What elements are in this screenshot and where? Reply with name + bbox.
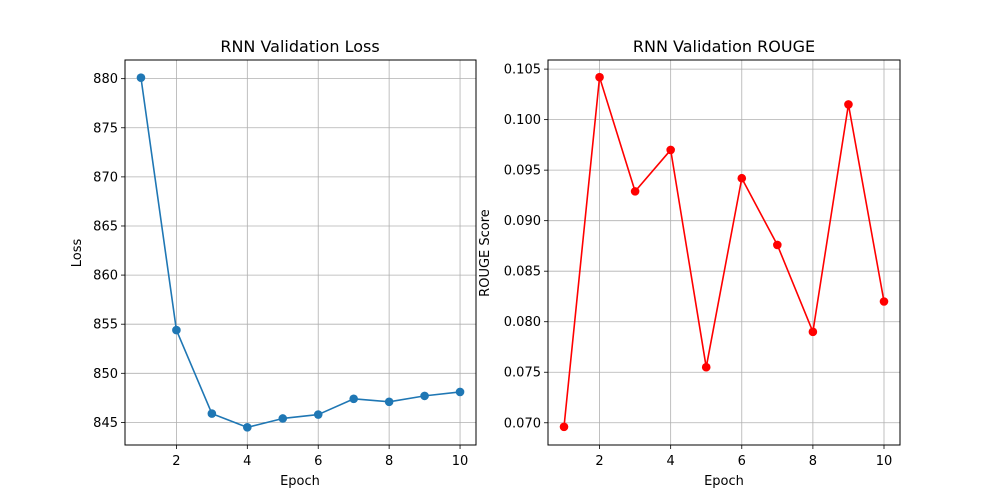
rouge-x-tick-label: 2 — [595, 454, 603, 469]
loss-chart: 2 4 6 8 10 845 850 855 860 865 870 875 880 RNN Vali… — [70, 37, 477, 489]
rouge-data-point — [773, 240, 782, 250]
rouge-data-point — [666, 145, 675, 155]
rouge-x-tick-label: 10 — [876, 454, 893, 469]
loss-y-tick-label: 855 — [93, 318, 118, 333]
rouge-y-tick-label: 0.105 — [504, 63, 541, 78]
loss-series-line — [140, 77, 461, 429]
rouge-line-layer — [559, 72, 889, 432]
rouge-y-ticks: 0.070 0.075 0.080 0.085 0.090 0.095 0.100 0.105 — [504, 63, 548, 431]
loss-y-axis-label: Loss — [70, 239, 85, 268]
loss-x-axis-label: Epoch — [280, 474, 320, 489]
loss-data-point — [313, 410, 323, 419]
loss-x-tick-label: 4 — [243, 454, 251, 469]
loss-data-point — [243, 423, 252, 432]
rouge-x-tick-label: 4 — [667, 454, 675, 469]
rouge-y-axis-label: ROUGE Score — [478, 209, 493, 297]
loss-data-point — [349, 394, 358, 404]
loss-y-ticks: 845 850 855 860 865 870 875 880 — [93, 72, 125, 431]
rouge-y-tick-label: 0.085 — [504, 265, 541, 280]
loss-chart-title: RNN Validation Loss — [220, 37, 379, 56]
rouge-x-tick-label: 8 — [809, 454, 817, 469]
loss-y-tick-label: 880 — [93, 72, 118, 87]
loss-y-tick-label: 850 — [93, 367, 118, 382]
rouge-y-tick-label: 0.095 — [504, 164, 541, 179]
loss-axes-frame — [124, 59, 477, 446]
rouge-chart: 2 4 6 8 10 0.070 0.075 0.080 0.085 0.090 0.095 0.1… — [478, 37, 901, 489]
rouge-y-tick-label: 0.090 — [504, 214, 541, 229]
rouge-y-tick-label: 0.075 — [504, 366, 541, 381]
rouge-chart-title: RNN Validation ROUGE — [633, 37, 815, 56]
loss-y-tick-label: 860 — [93, 269, 118, 284]
loss-data-point — [278, 414, 288, 423]
rouge-x-ticks: 2 4 6 8 10 — [595, 445, 892, 469]
loss-y-tick-label: 865 — [93, 219, 118, 234]
rouge-data-point — [844, 100, 853, 109]
rouge-grid — [548, 60, 900, 445]
loss-x-tick-label: 8 — [385, 454, 393, 469]
rouge-axes-frame — [547, 59, 901, 446]
rouge-data-point — [630, 187, 640, 196]
loss-y-tick-label: 845 — [93, 416, 118, 431]
loss-data-point — [384, 397, 394, 407]
loss-y-tick-label: 870 — [93, 170, 118, 185]
rouge-data-point — [595, 72, 604, 82]
rouge-y-tick-label: 0.080 — [504, 315, 541, 330]
rouge-data-point — [701, 362, 711, 372]
loss-data-point — [172, 325, 181, 335]
loss-data-point — [136, 73, 146, 82]
loss-x-tick-label: 6 — [314, 454, 322, 469]
rouge-x-axis-label: Epoch — [704, 474, 744, 489]
rouge-x-tick-label: 6 — [738, 454, 746, 469]
rouge-y-tick-label: 0.100 — [504, 113, 541, 128]
loss-x-tick-label: 2 — [172, 454, 180, 469]
loss-data-point — [455, 387, 465, 397]
loss-data-point — [420, 391, 429, 401]
loss-x-tick-label: 10 — [452, 454, 469, 469]
rouge-data-point — [737, 173, 747, 183]
loss-line-layer — [136, 73, 465, 432]
rouge-data-point — [808, 327, 818, 337]
loss-data-point — [207, 409, 217, 418]
rouge-data-point — [559, 422, 569, 432]
loss-x-ticks: 2 4 6 8 10 — [172, 445, 468, 469]
loss-grid — [125, 60, 476, 445]
rouge-data-point — [879, 297, 889, 306]
loss-y-tick-label: 875 — [93, 121, 118, 136]
rouge-series-line — [563, 76, 885, 427]
rouge-y-tick-label: 0.070 — [504, 416, 541, 431]
